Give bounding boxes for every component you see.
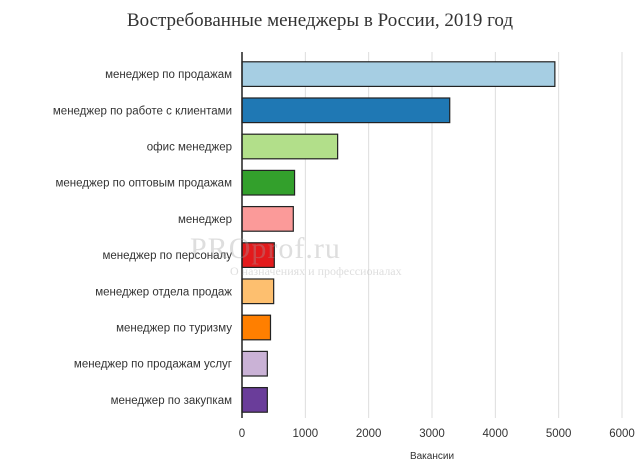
x-tick-label: 3000 [419, 428, 445, 440]
bars [241, 61, 556, 413]
chart-title: Востребованные менеджеры в России, 2019 … [126, 10, 514, 31]
bar [241, 169, 296, 196]
x-tick-label: 2000 [356, 428, 382, 440]
bar [241, 97, 451, 124]
category-label: менеджер по туризму [116, 323, 232, 335]
category-label: менеджер по продажам [105, 69, 232, 81]
category-label: офис менеджер [147, 142, 232, 154]
category-label: менеджер по персоналу [102, 250, 232, 262]
x-tick-label: 1000 [293, 428, 319, 440]
x-tick-label: 6000 [609, 428, 635, 440]
bar [241, 133, 339, 160]
bar [241, 314, 272, 341]
category-label: менеджер по закупкам [111, 395, 232, 407]
bar [241, 350, 268, 377]
bar [241, 278, 275, 305]
x-tick-label: 5000 [546, 428, 572, 440]
category-label: менеджер по оптовым продажам [55, 178, 232, 190]
x-axis-title: Вакансии [410, 451, 454, 462]
category-label: менеджер отдела продаж [95, 286, 232, 298]
bar [241, 386, 268, 413]
x-tick-label: 4000 [483, 428, 509, 440]
bar [241, 205, 294, 232]
category-label: менеджер [178, 214, 232, 226]
bar [241, 242, 275, 269]
category-label: менеджер по работе с клиентами [53, 105, 232, 117]
labels: 0 1000 2000 3000 4000 5000 6000 менеджер по про… [53, 69, 635, 462]
category-label: менеджер по продажам услуг [74, 359, 232, 371]
x-tick-label: 0 [239, 428, 245, 440]
bar [241, 61, 556, 88]
